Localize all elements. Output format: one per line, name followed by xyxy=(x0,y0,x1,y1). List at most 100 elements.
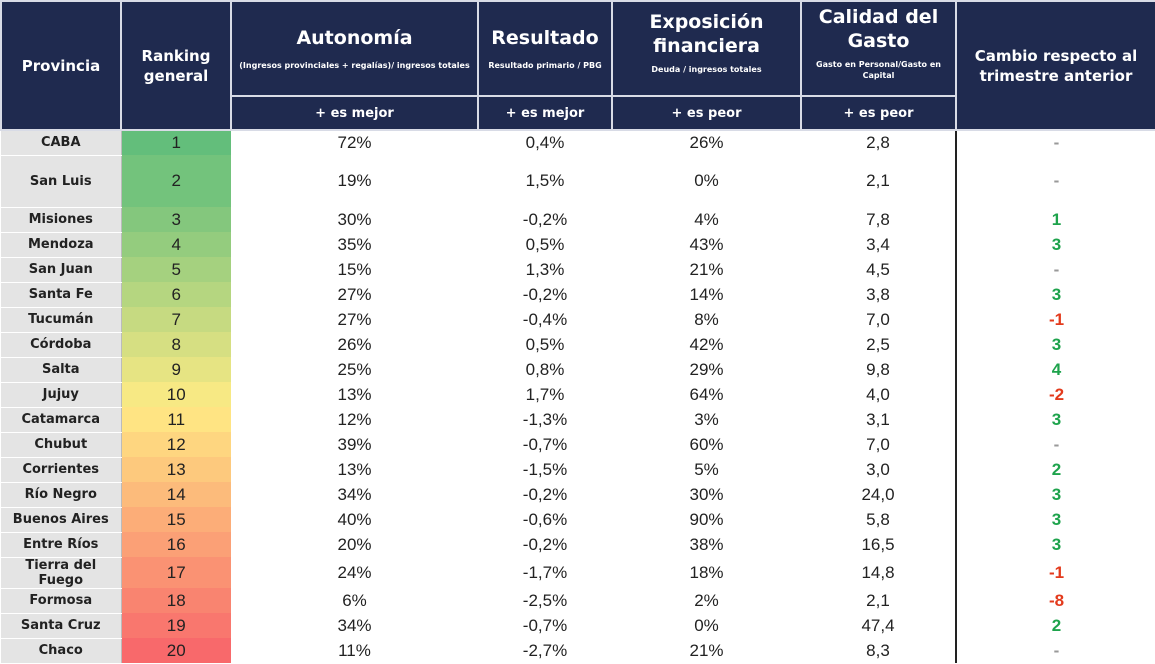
ranking-cell: 6 xyxy=(121,282,231,307)
resultado-cell: -0,2% xyxy=(522,534,568,554)
resultado-cell: -0,2% xyxy=(522,484,568,504)
ranking-cell: 4 xyxy=(121,232,231,257)
provincia-cell: Corrientes xyxy=(1,457,122,483)
cambio-cell: 3 xyxy=(1051,534,1062,554)
ranking-cell: 2 xyxy=(121,155,231,207)
resultado-cell: -0,6% xyxy=(522,509,568,529)
calidad-cell: 5,8 xyxy=(801,507,957,532)
calidad-cell: 2,8 xyxy=(801,130,957,155)
resultado-cell: -2,7% xyxy=(522,640,568,660)
ranking-cell: 16 xyxy=(121,532,231,557)
cambio-cell: - xyxy=(1053,640,1060,660)
resultado-cell: 0,8% xyxy=(525,359,565,379)
exposicion-cell: 42% xyxy=(689,334,724,354)
table-row: San Luis 2 19% 1,5% 0% 2,1 - xyxy=(1,155,1155,208)
table-row: Río Negro 14 34% -0,2% 30% 24,0 3 xyxy=(1,482,1155,508)
provincia-cell: Santa Cruz xyxy=(1,613,122,639)
resultado-cell: -0,2% xyxy=(522,284,568,304)
cambio-cell: 3 xyxy=(1051,409,1062,429)
calidad-cell: 7,0 xyxy=(801,307,957,332)
autonomia-cell: 39% xyxy=(337,434,372,454)
resultado-cell: -0,4% xyxy=(522,309,568,329)
resultado-cell: 0,5% xyxy=(525,234,565,254)
autonomia-cell: 72% xyxy=(337,133,372,152)
autonomia-cell: 6% xyxy=(342,590,367,610)
calidad-cell: 9,8 xyxy=(801,357,957,382)
cambio-cell: -8 xyxy=(1048,590,1065,610)
table-row: Entre Ríos 16 20% -0,2% 38% 16,5 3 xyxy=(1,532,1155,558)
calidad-cell: 47,4 xyxy=(801,613,957,638)
autonomia-cell: 25% xyxy=(337,359,372,379)
cambio-cell: - xyxy=(1053,434,1060,454)
resultado-cell: 1,5% xyxy=(525,171,565,190)
calidad-cell: 2,5 xyxy=(801,332,957,357)
cambio-cell: 4 xyxy=(1051,359,1062,379)
calidad-cell: 7,8 xyxy=(801,207,957,232)
cambio-cell: -2 xyxy=(1048,384,1065,404)
autonomia-cell: 12% xyxy=(337,409,372,429)
header-title: Calidad del Gasto xyxy=(818,5,939,52)
cambio-cell: 1 xyxy=(1051,209,1062,229)
table-row: Santa Cruz 19 34% -0,7% 0% 47,4 2 xyxy=(1,613,1155,639)
cambio-cell: - xyxy=(1053,171,1060,190)
autonomia-cell: 34% xyxy=(337,484,372,504)
autonomia-cell: 19% xyxy=(337,171,372,190)
calidad-cell: 3,1 xyxy=(801,407,957,432)
table-row: Corrientes 13 13% -1,5% 5% 3,0 2 xyxy=(1,457,1155,483)
provincia-cell: Tierra del Fuego xyxy=(1,557,122,589)
ranking-cell: 12 xyxy=(121,432,231,457)
resultado-cell: -0,2% xyxy=(522,209,568,229)
exposicion-cell: 0% xyxy=(694,171,719,190)
autonomia-cell: 15% xyxy=(337,259,372,279)
cambio-cell: 2 xyxy=(1051,459,1062,479)
resultado-cell: -1,5% xyxy=(522,459,568,479)
table-row: Salta 9 25% 0,8% 29% 9,8 4 xyxy=(1,357,1155,383)
ranking-cell: 9 xyxy=(121,357,231,382)
resultado-cell: 0,5% xyxy=(525,334,565,354)
ranking-cell: 8 xyxy=(121,332,231,357)
exposicion-cell: 14% xyxy=(689,284,724,304)
calidad-cell: 2,1 xyxy=(801,155,957,207)
table-row: Mendoza 4 35% 0,5% 43% 3,4 3 xyxy=(1,232,1155,258)
ranking-cell: 14 xyxy=(121,482,231,507)
provincia-cell: Catamarca xyxy=(1,407,122,433)
calidad-cell: 4,0 xyxy=(801,382,957,407)
cambio-cell: 2 xyxy=(1051,615,1062,635)
autonomia-cell: 20% xyxy=(337,534,372,554)
provincia-cell: Tucumán xyxy=(1,307,122,333)
exposicion-cell: 26% xyxy=(689,133,724,152)
exposicion-cell: 29% xyxy=(689,359,724,379)
resultado-cell: 1,3% xyxy=(525,259,565,279)
provincia-cell: Misiones xyxy=(1,207,122,233)
header-provincia: Provincia xyxy=(0,0,122,131)
provincia-cell: San Luis xyxy=(1,155,122,208)
cambio-cell: 3 xyxy=(1051,284,1062,304)
autonomia-cell: 27% xyxy=(337,284,372,304)
ranking-cell: 19 xyxy=(121,613,231,638)
provincia-cell: San Juan xyxy=(1,257,122,283)
ranking-cell: 18 xyxy=(121,588,231,613)
table-row: Tierra del Fuego 17 24% -1,7% 18% 14,8 -1 xyxy=(1,557,1155,589)
resultado-cell: -1,3% xyxy=(522,409,568,429)
header-subtitle: Deuda / ingresos totales xyxy=(651,65,762,74)
exposicion-cell: 64% xyxy=(689,384,724,404)
table-row: San Juan 5 15% 1,3% 21% 4,5 - xyxy=(1,257,1155,283)
calidad-cell: 24,0 xyxy=(801,482,957,507)
provincia-cell: Córdoba xyxy=(1,332,122,358)
table-row: Catamarca 11 12% -1,3% 3% 3,1 3 xyxy=(1,407,1155,433)
header-resultado: Resultado Resultado primario / PBG xyxy=(477,0,613,97)
exposicion-cell: 43% xyxy=(689,234,724,254)
autonomia-cell: 34% xyxy=(337,615,372,635)
calidad-cell: 14,8 xyxy=(801,557,957,588)
header-title: Exposición financiera xyxy=(649,11,764,57)
exposicion-cell: 3% xyxy=(694,409,719,429)
provincia-cell: Salta xyxy=(1,357,122,383)
cambio-cell: - xyxy=(1053,133,1060,152)
calidad-cell: 2,1 xyxy=(801,588,957,613)
exposicion-cell: 90% xyxy=(689,509,724,529)
calidad-cell: 7,0 xyxy=(801,432,957,457)
exposicion-cell: 21% xyxy=(689,259,724,279)
header-cambio: Cambio respecto al trimestre anterior xyxy=(955,0,1155,131)
header-autonomia-direction: + es mejor xyxy=(230,95,479,131)
